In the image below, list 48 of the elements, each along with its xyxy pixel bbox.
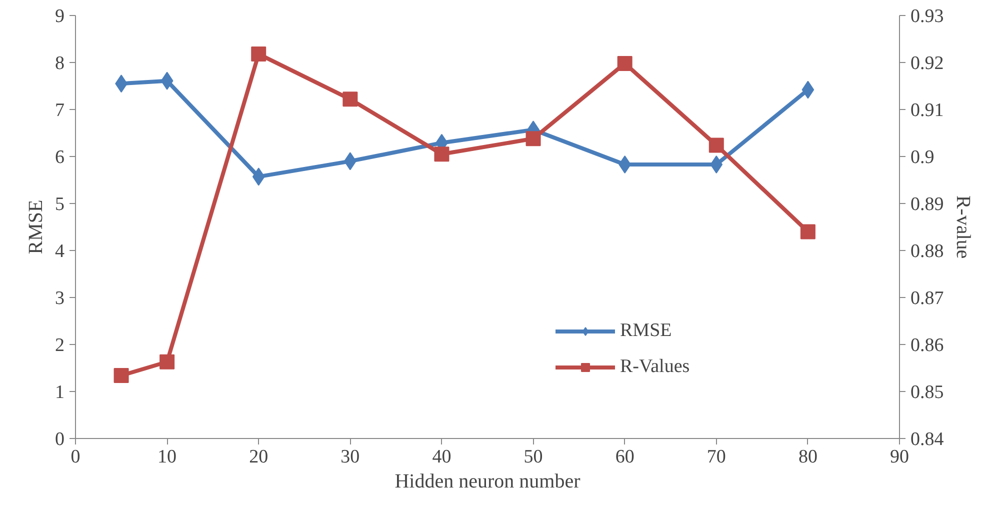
- legend-label: RMSE: [620, 320, 672, 342]
- x-tick-label: 10: [158, 446, 177, 468]
- y-tick-label: 7: [55, 100, 64, 121]
- y-tick-label: 0: [55, 429, 64, 450]
- y2-axis-title: R-value: [952, 195, 974, 259]
- y2-tick-label: 0.92: [910, 53, 944, 74]
- y-tick-label: 1: [55, 382, 64, 403]
- y-axis-title: RMSE: [25, 200, 47, 254]
- point: [160, 354, 175, 370]
- point: [114, 368, 129, 384]
- x-axis-title: Hidden neuron number: [394, 470, 581, 492]
- x-tick-label: 0: [70, 446, 80, 468]
- y-tick-label: 8: [55, 53, 64, 74]
- point: [526, 131, 541, 146]
- x-tick-label: 30: [340, 446, 360, 468]
- legend-label: R-Values: [620, 356, 690, 378]
- x-tick-label: 60: [615, 446, 634, 468]
- x-tick-label: 40: [432, 446, 452, 468]
- x-tick-label: 80: [798, 446, 818, 468]
- y-tick-label: 6: [55, 147, 64, 168]
- y2-tick-label: 0.88: [910, 241, 944, 262]
- point: [434, 146, 450, 162]
- y-tick-label: 4: [55, 241, 65, 262]
- point: [252, 168, 265, 186]
- y2-tick-label: 0.86: [910, 335, 944, 356]
- y2-tick-label: 0.87: [910, 288, 944, 309]
- y-tick-label: 3: [55, 288, 64, 309]
- point: [710, 155, 723, 174]
- y2-tick-label: 0.84: [910, 429, 944, 450]
- point: [800, 224, 816, 240]
- y2-tick-label: 0.91: [910, 100, 944, 121]
- y2-tick-label: 0.89: [910, 194, 944, 215]
- x-tick-label: 70: [706, 446, 726, 468]
- y-tick-label: 2: [55, 335, 64, 356]
- x-tick-label: 90: [890, 446, 909, 468]
- x-tick-label: 20: [249, 446, 268, 468]
- point: [708, 138, 724, 153]
- point: [160, 72, 174, 90]
- y2-tick-label: 0.93: [910, 6, 944, 27]
- y2-tick-label: 0.85: [910, 382, 944, 403]
- point: [617, 56, 632, 71]
- point: [251, 46, 266, 62]
- y-tick-label: 9: [55, 6, 64, 27]
- y-tick-label: 5: [55, 194, 64, 215]
- point: [342, 92, 358, 107]
- y2-tick-label: 0.9: [910, 147, 934, 168]
- point: [802, 80, 814, 99]
- x-tick-label: 50: [524, 446, 543, 468]
